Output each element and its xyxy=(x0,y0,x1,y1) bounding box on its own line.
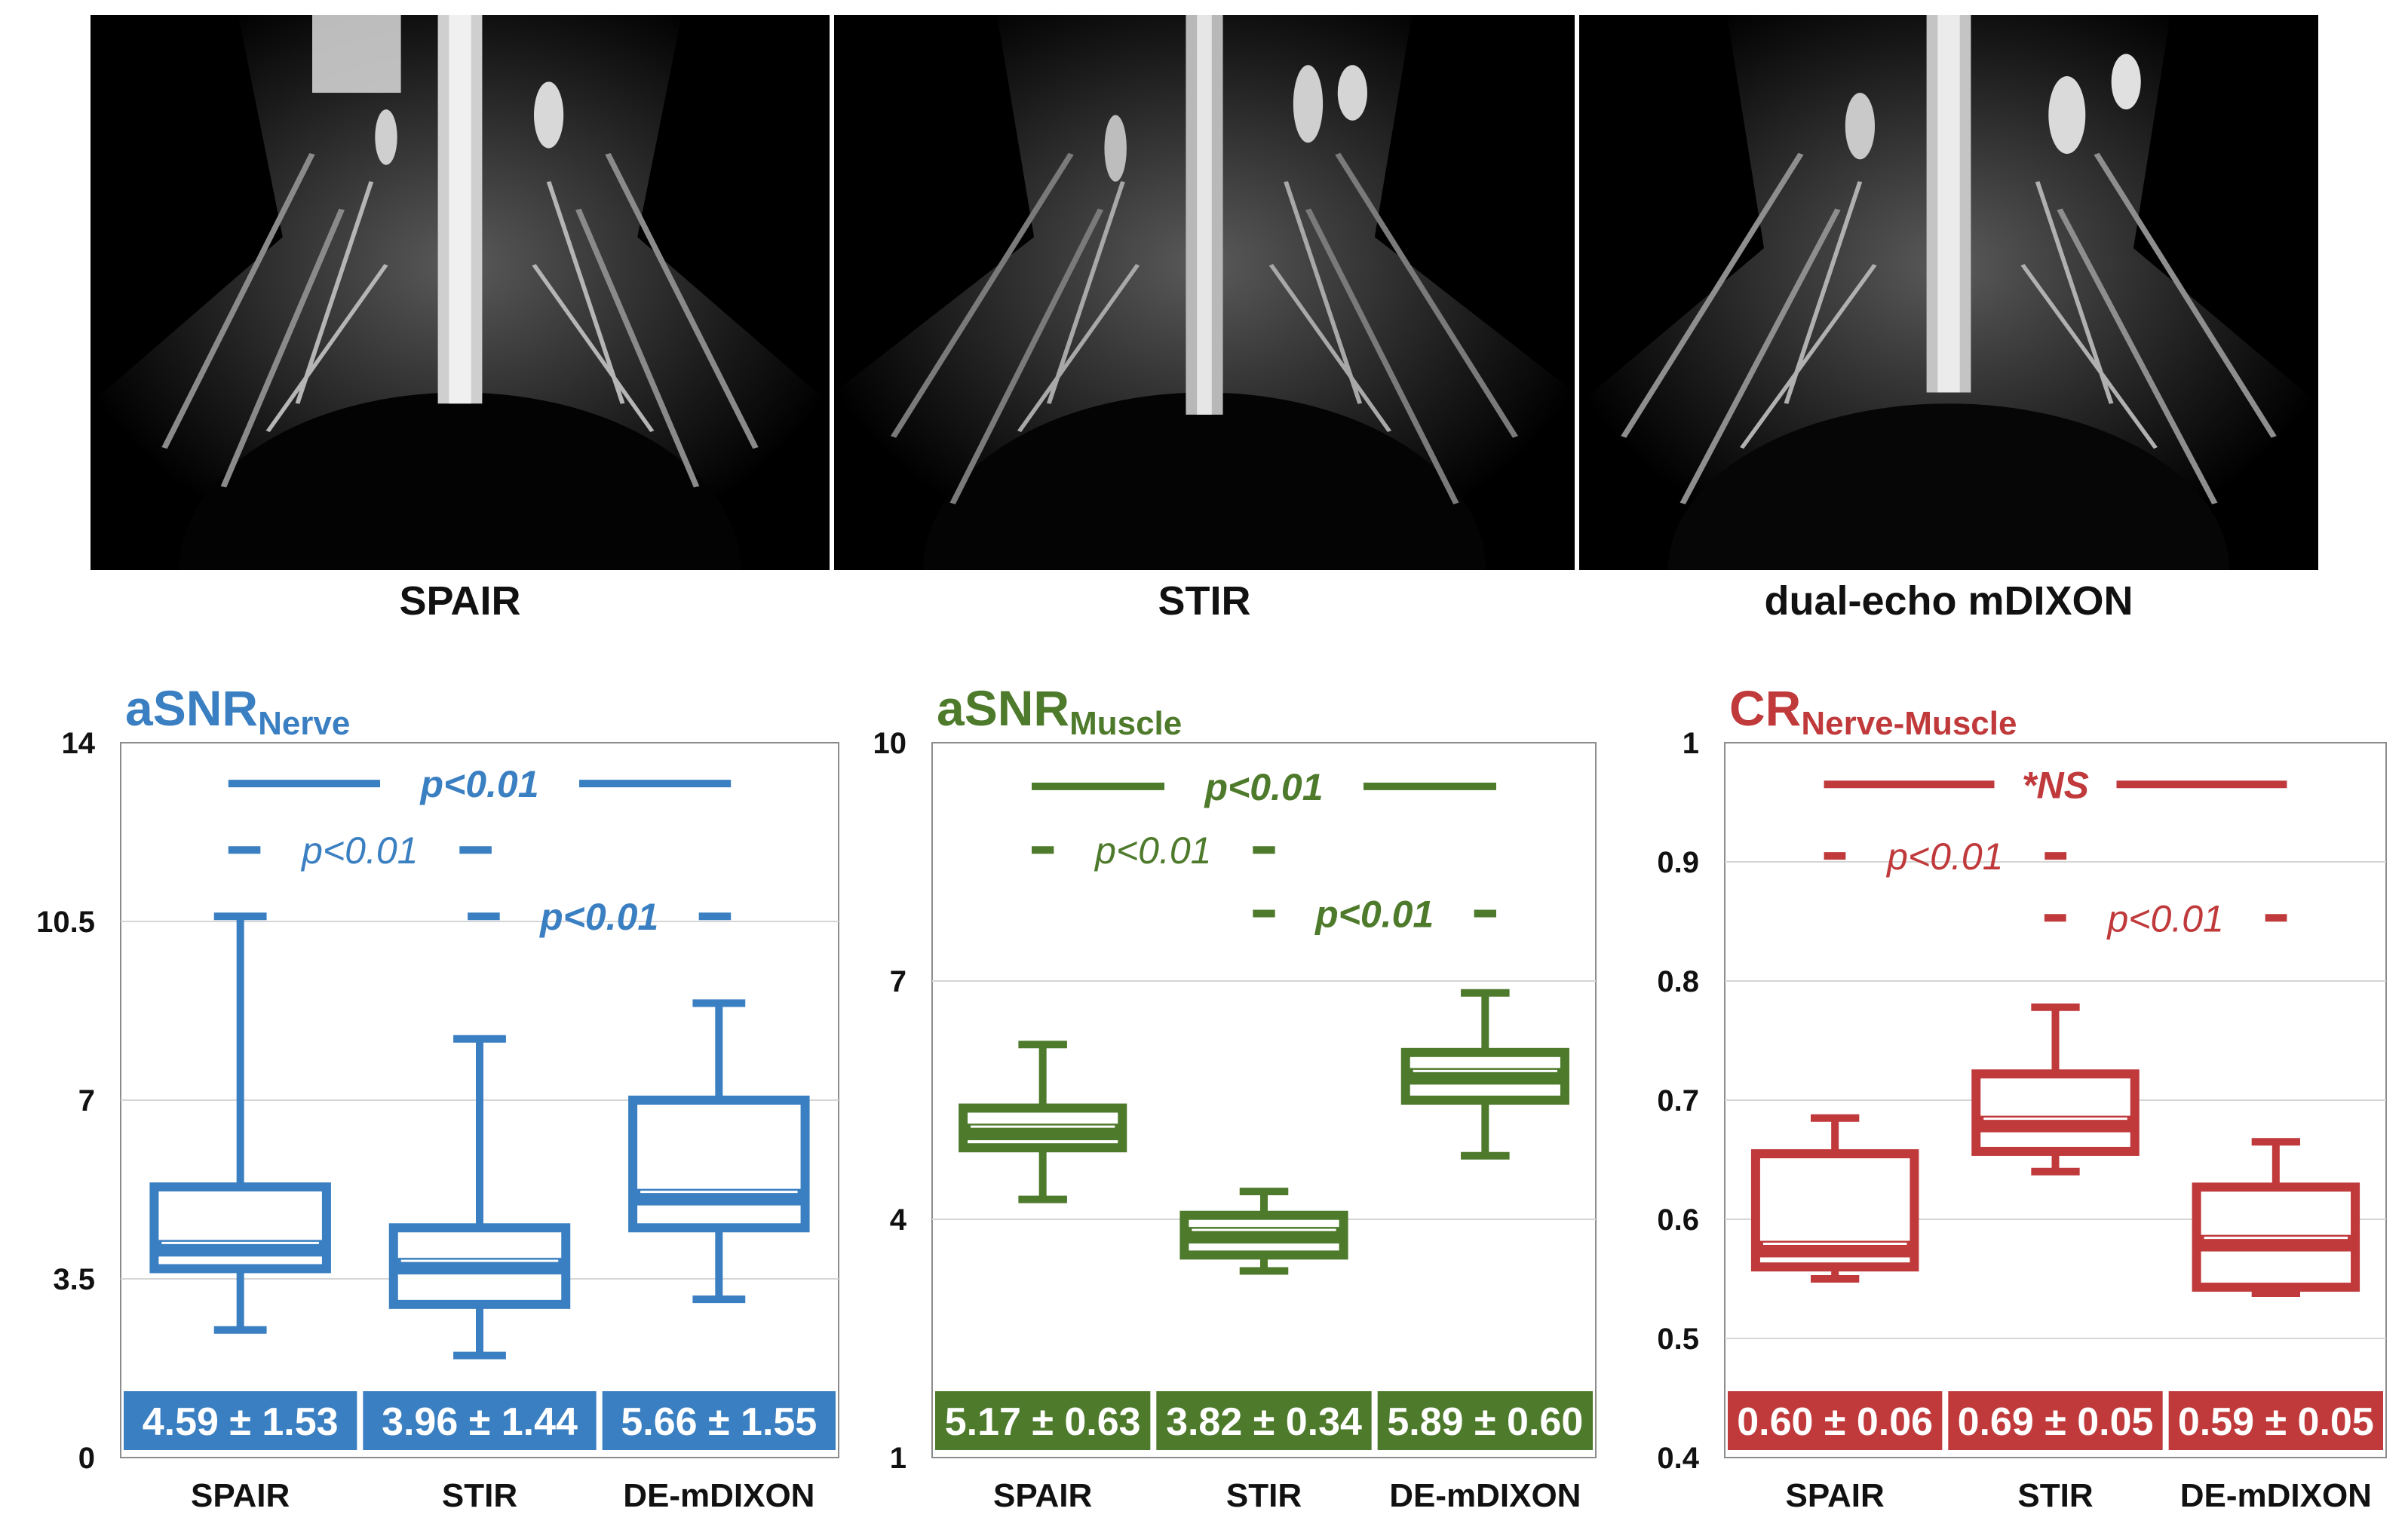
significance-label: p<0.01 xyxy=(2106,897,2224,940)
chart-title-subscript: Nerve-Muscle xyxy=(1801,705,2017,742)
mean-sd-label-bg xyxy=(602,1391,836,1450)
y-tick-label: 0.8 xyxy=(1657,965,1699,998)
y-tick-label: 14 xyxy=(62,727,96,760)
mean-sd-label: 0.60 ± 0.06 xyxy=(1737,1400,1933,1444)
x-category-label: SPAIR xyxy=(191,1477,290,1514)
x-category-label: SPAIR xyxy=(993,1477,1092,1514)
y-tick-label: 7 xyxy=(890,965,906,998)
x-category-label: DE-mDIXON xyxy=(1389,1477,1581,1514)
x-category-label: STIR xyxy=(2017,1477,2093,1514)
significance-label: p<0.01 xyxy=(1885,835,2003,878)
mri-neck-image xyxy=(834,15,1575,570)
y-tick-label: 0 xyxy=(78,1442,95,1475)
mri-image-dual-echo-mdixon xyxy=(1579,15,2318,570)
mri-image-spair xyxy=(90,15,830,570)
chart-1: 0 3.5 7 10.5 14 aSNRNerve SPAIR STIR DE-mDIXON 4.… xyxy=(36,680,839,1514)
mean-sd-label-bg xyxy=(363,1391,597,1450)
mean-sd-label: 4.59 ± 1.53 xyxy=(143,1400,339,1444)
chart-title: aSNRNerve xyxy=(125,680,350,742)
mean-sd-label-bg xyxy=(124,1391,357,1450)
x-category-label: DE-mDIXON xyxy=(623,1477,814,1514)
y-tick-label: 0.7 xyxy=(1657,1084,1699,1117)
chart-title-subscript: Nerve xyxy=(258,705,350,742)
significance-label: p<0.01 xyxy=(1094,829,1211,872)
mri-image-stir xyxy=(834,15,1575,570)
significance-label: p<0.01 xyxy=(1314,893,1434,935)
x-category-label: STIR xyxy=(442,1477,517,1514)
mean-sd-label: 3.82 ± 0.34 xyxy=(1166,1400,1362,1444)
y-tick-label: 0.6 xyxy=(1657,1203,1699,1237)
chart-title: aSNRMuscle xyxy=(937,680,1182,742)
chart-title-subscript: Muscle xyxy=(1069,705,1182,742)
chart-3: 0.4 0.5 0.6 0.7 0.8 0.9 1 CRNerve-Muscle SPAIR ST… xyxy=(1657,680,2387,1514)
box-iqr xyxy=(628,1096,810,1233)
mean-sd-label-bg xyxy=(1156,1391,1372,1450)
mean-sd-label-bg xyxy=(935,1391,1151,1450)
y-tick-label: 10.5 xyxy=(36,906,95,939)
significance-label: p<0.01 xyxy=(1203,766,1323,808)
mean-sd-label-bg xyxy=(1948,1391,2163,1450)
y-tick-label: 3.5 xyxy=(53,1263,95,1296)
image-caption-spair: SPAIR xyxy=(399,578,521,624)
mean-sd-label: 5.89 ± 0.60 xyxy=(1387,1400,1583,1444)
box-iqr xyxy=(1971,1069,2140,1156)
mean-sd-label: 0.59 ± 0.05 xyxy=(2178,1400,2374,1444)
image-caption-stir: STIR xyxy=(1158,578,1251,624)
x-category-label: STIR xyxy=(1226,1477,1302,1514)
y-tick-label: 7 xyxy=(78,1084,95,1117)
significance-label: p<0.01 xyxy=(300,829,418,872)
significance-label: *NS xyxy=(2022,764,2089,806)
mean-sd-label-bg xyxy=(2168,1391,2383,1450)
y-tick-label: 0.4 xyxy=(1657,1442,1699,1475)
mean-sd-label: 3.96 ± 1.44 xyxy=(382,1400,578,1444)
x-category-label: DE-mDIXON xyxy=(2180,1477,2372,1514)
y-tick-label: 1 xyxy=(890,1442,906,1475)
mean-sd-label: 5.66 ± 1.55 xyxy=(621,1400,817,1444)
chart-title: CRNerve-Muscle xyxy=(1729,680,2017,742)
y-tick-label: 10 xyxy=(873,727,907,760)
y-tick-label: 0.9 xyxy=(1657,846,1699,879)
mean-sd-label-bg xyxy=(1377,1391,1593,1450)
y-tick-label: 0.5 xyxy=(1657,1323,1699,1356)
mean-sd-label: 0.69 ± 0.05 xyxy=(1958,1400,2154,1444)
chart-2: 1 4 7 10 aSNRMuscle SPAIR STIR DE-mDIXON 5.17 ± … xyxy=(873,680,1597,1514)
image-caption-dual-echo-mdixon: dual-echo mDIXON xyxy=(1764,578,2133,624)
mean-sd-label: 5.17 ± 0.63 xyxy=(945,1400,1141,1444)
mri-neck-image xyxy=(90,15,830,570)
mri-neck-image xyxy=(1579,15,2318,570)
mean-sd-label-bg xyxy=(1728,1391,1943,1450)
significance-label: p<0.01 xyxy=(538,896,658,938)
y-tick-label: 4 xyxy=(890,1203,907,1237)
y-tick-label: 1 xyxy=(1683,727,1699,760)
x-category-label: SPAIR xyxy=(1786,1477,1885,1514)
significance-label: p<0.01 xyxy=(419,763,538,805)
